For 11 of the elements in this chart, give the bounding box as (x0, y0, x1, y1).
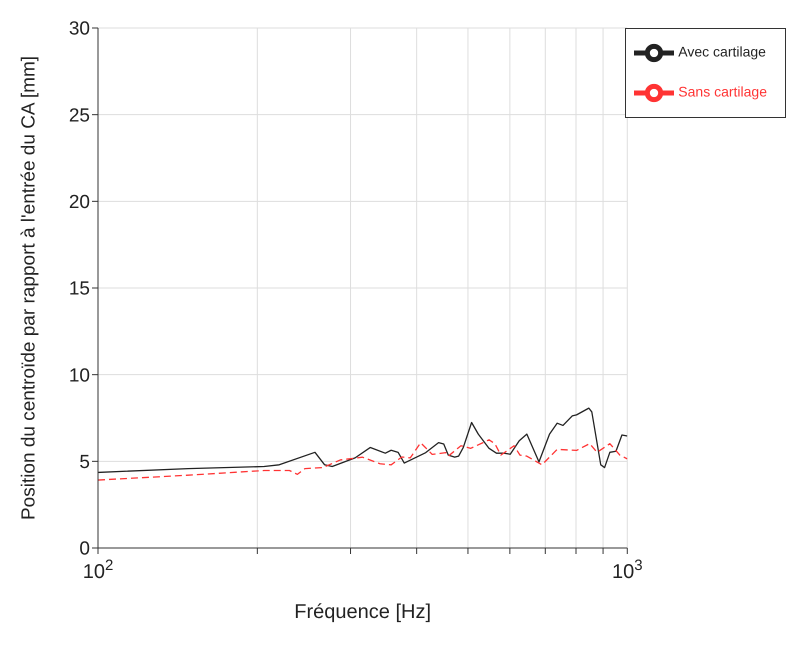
y-tick-label: 5 (79, 452, 90, 474)
x-axis-title: Fréquence [Hz] (294, 601, 432, 623)
y-tick-label: 25 (68, 105, 90, 126)
y-tick-label: 20 (68, 192, 90, 214)
y-tick-label: 15 (68, 278, 90, 300)
y-axis-title: Position du centroïde par rapport à l'entrée du CA [mm] (18, 56, 40, 520)
legend-label: Sans cartilage (678, 84, 767, 100)
y-tick-label: 30 (68, 18, 90, 40)
legend-label: Avec cartilage (678, 44, 766, 60)
y-tick-label: 10 (68, 365, 90, 386)
x-tick-label: 10$^{3}$ (612, 556, 643, 583)
